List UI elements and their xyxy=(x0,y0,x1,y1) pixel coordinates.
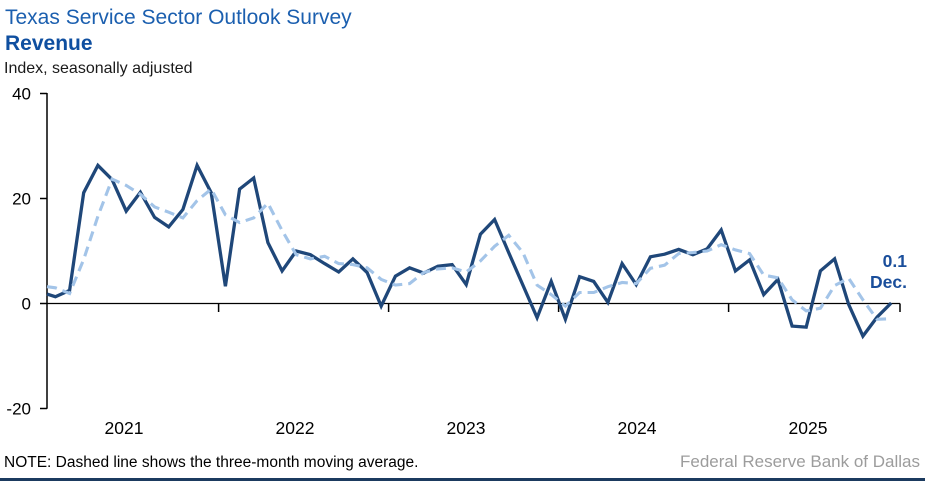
revenue-line xyxy=(46,161,893,340)
bottom-rule xyxy=(0,478,925,481)
x-axis-year-label: 2021 xyxy=(105,418,144,438)
footnote: NOTE: Dashed line shows the three-month … xyxy=(4,454,419,471)
x-axis-year-label: 2022 xyxy=(276,418,315,438)
y-axis-tick-label: 40 xyxy=(12,85,31,104)
y-axis-tick-label: 0 xyxy=(22,295,31,314)
chart-subtitle: Revenue xyxy=(5,32,93,55)
latest-value-month: Dec. xyxy=(870,272,907,292)
y-axis-tick-label: -20 xyxy=(6,400,31,419)
page-title: Texas Service Sector Outlook Survey xyxy=(5,6,352,29)
moving-average-line xyxy=(46,177,892,321)
x-axis-year-label: 2023 xyxy=(447,418,486,438)
x-axis-year-label: 2024 xyxy=(618,418,657,438)
latest-value-label: 0.1 Dec. xyxy=(870,251,907,293)
x-axis-year-label: 2025 xyxy=(789,418,828,438)
y-axis-tick-label: 20 xyxy=(12,190,31,209)
latest-value-number: 0.1 xyxy=(882,251,907,271)
source-attribution: Federal Reserve Bank of Dallas xyxy=(679,452,920,471)
y-axis-units-label: Index, seasonally adjusted xyxy=(4,60,193,77)
